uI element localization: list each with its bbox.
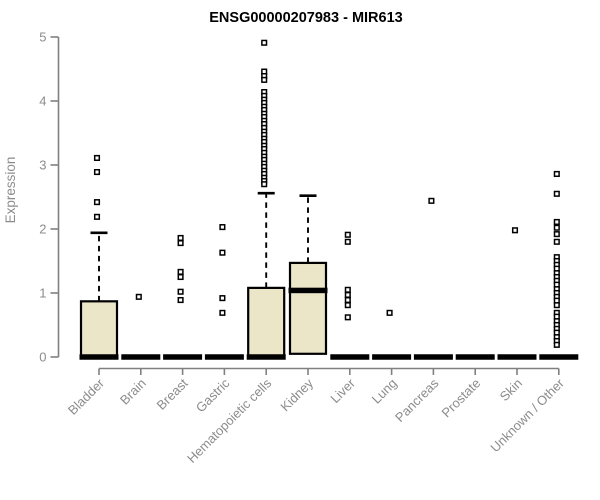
x-tick-label: Lung bbox=[369, 376, 400, 407]
boxplot-brain bbox=[121, 293, 161, 360]
boxplot-hematopoietic-cells bbox=[246, 39, 286, 360]
outlier-point bbox=[344, 231, 351, 238]
median-bar bbox=[539, 354, 579, 360]
x-tick-label: Pancreas bbox=[392, 375, 442, 425]
outlier-point bbox=[219, 249, 226, 256]
median-bar bbox=[330, 354, 370, 360]
outlier-point bbox=[553, 302, 560, 309]
x-tick-label: Unknown / Other bbox=[487, 375, 567, 455]
outlier-point bbox=[344, 286, 351, 293]
outlier-point bbox=[553, 238, 560, 245]
outlier-point bbox=[344, 238, 351, 245]
outlier-point bbox=[219, 309, 226, 316]
outlier-point bbox=[386, 309, 393, 316]
boxplot-skin bbox=[497, 227, 537, 360]
y-tick-label: 4 bbox=[39, 94, 46, 109]
outlier-point bbox=[219, 224, 226, 231]
median-bar bbox=[372, 354, 412, 360]
y-tick-label: 0 bbox=[39, 350, 46, 365]
outlier-point bbox=[261, 181, 268, 188]
x-tick-label: Skin bbox=[497, 376, 525, 404]
outlier-point bbox=[135, 293, 142, 300]
boxplot-kidney bbox=[288, 194, 328, 355]
outlier-point bbox=[93, 213, 101, 220]
median-bar bbox=[121, 354, 161, 360]
outlier-point bbox=[553, 231, 560, 238]
outlier-point bbox=[177, 273, 184, 281]
y-tick-label: 3 bbox=[39, 158, 46, 173]
box-rect bbox=[288, 261, 328, 355]
median-bar bbox=[413, 354, 453, 360]
median-bar bbox=[455, 354, 495, 360]
outlier-point bbox=[177, 234, 184, 242]
plot-area bbox=[79, 39, 579, 360]
outlier-point bbox=[553, 224, 560, 231]
outlier-point bbox=[553, 170, 560, 178]
outlier-point bbox=[93, 168, 101, 176]
box-rect bbox=[79, 300, 119, 359]
y-tick-label: 5 bbox=[39, 30, 46, 45]
outlier-point bbox=[428, 197, 435, 204]
boxplot-prostate bbox=[455, 354, 495, 360]
boxplot-gastric bbox=[204, 224, 244, 360]
median-bar bbox=[246, 354, 286, 360]
boxplot-bladder bbox=[79, 154, 119, 360]
boxplot-lung bbox=[372, 309, 412, 360]
median-bar bbox=[497, 354, 537, 360]
chart-title: ENSG00000207983 - MIR613 bbox=[209, 10, 402, 26]
y-tick-label: 2 bbox=[39, 222, 46, 237]
boxplot-breast bbox=[163, 234, 203, 360]
x-tick-label: Brain bbox=[117, 376, 149, 408]
median-bar bbox=[288, 287, 328, 294]
outlier-point bbox=[553, 218, 560, 226]
outlier-point bbox=[553, 341, 560, 348]
x-tick-label: Bladder bbox=[65, 375, 108, 418]
x-tick-label: Prostate bbox=[438, 376, 483, 421]
outlier-point bbox=[344, 314, 351, 321]
outlier-point bbox=[344, 291, 351, 298]
y-tick-label: 1 bbox=[39, 286, 46, 301]
outlier-point bbox=[261, 76, 268, 83]
median-bar bbox=[204, 354, 244, 360]
outlier-point bbox=[177, 288, 184, 295]
median-bar bbox=[163, 354, 203, 360]
outlier-point bbox=[219, 295, 226, 302]
outlier-point bbox=[177, 296, 184, 304]
outlier-point bbox=[553, 190, 560, 197]
x-tick-label: Breast bbox=[154, 375, 191, 412]
boxplot-liver bbox=[330, 231, 370, 360]
x-tick-label: Liver bbox=[327, 375, 358, 406]
boxplot-unknown-other bbox=[539, 170, 579, 360]
x-tick-label: Kidney bbox=[277, 375, 316, 414]
outlier-point bbox=[177, 240, 184, 247]
y-axis-label: Expression bbox=[3, 157, 18, 224]
outlier-point bbox=[344, 296, 351, 304]
median-bar bbox=[79, 354, 119, 360]
outlier-point bbox=[511, 227, 519, 234]
boxplot-pancreas bbox=[413, 197, 453, 360]
outlier-point bbox=[93, 154, 101, 162]
x-tick-label: Gastric bbox=[193, 375, 233, 415]
outlier-point bbox=[93, 199, 101, 206]
box-rect bbox=[247, 286, 286, 359]
outlier-point bbox=[344, 302, 351, 309]
outlier-point bbox=[177, 268, 184, 275]
outlier-point bbox=[261, 39, 268, 46]
